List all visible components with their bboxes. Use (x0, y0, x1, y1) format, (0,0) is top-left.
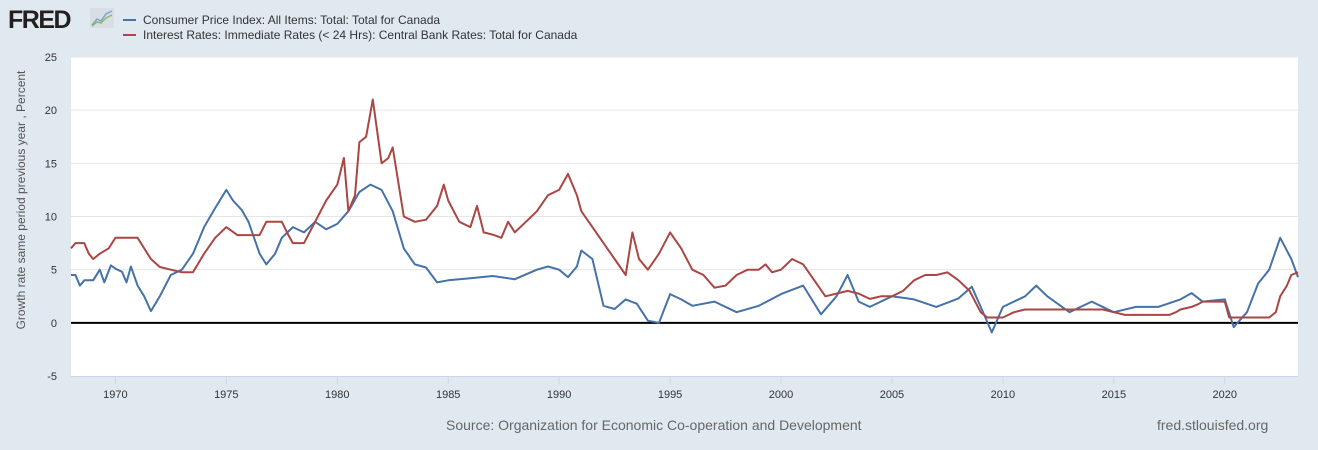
y-tick-label: 0 (51, 318, 57, 330)
legend-item-interest-rate[interactable]: Interest Rates: Immediate Rates (< 24 Hr… (123, 27, 577, 42)
fred-url-link[interactable]: fred.stlouisfed.org (1157, 417, 1269, 433)
x-tick-label: 2005 (880, 389, 904, 401)
chart-legend: Consumer Price Index: All Items: Total: … (123, 12, 577, 42)
legend-swatch-interest-rate (123, 33, 136, 36)
cpi-series-line (71, 183, 1299, 334)
y-tick-label: 25 (45, 52, 57, 64)
legend-item-cpi[interactable]: Consumer Price Index: All Items: Total: … (123, 12, 577, 27)
interest-rate-series-line (70, 98, 1299, 319)
x-tick-label: 1995 (658, 389, 682, 401)
legend-label-cpi: Consumer Price Index: All Items: Total: … (143, 12, 441, 27)
fred-logo-text: FRED (8, 6, 72, 34)
y-tick-label: -5 (47, 371, 57, 383)
x-tick-label: 2010 (991, 389, 1015, 401)
x-tick-label: 2020 (1213, 389, 1237, 401)
y-tick-label: 15 (45, 158, 57, 170)
x-tick-label: 1970 (103, 389, 127, 401)
fred-logo[interactable]: FRED (8, 6, 72, 35)
x-tick-label: 1975 (214, 389, 238, 401)
source-note: Source: Organization for Economic Co-ope… (446, 417, 862, 433)
line-chart-icon (90, 8, 114, 28)
x-tick-label: 1990 (547, 389, 571, 401)
legend-swatch-cpi (123, 18, 136, 21)
y-tick-label: 10 (45, 212, 57, 224)
x-tick-label: 1980 (325, 389, 349, 401)
y-tick-label: 5 (51, 265, 57, 277)
x-tick-label: 1985 (436, 389, 460, 401)
y-tick-label: 20 (45, 105, 57, 117)
x-tick-label: 2000 (769, 389, 793, 401)
x-tick-label: 2015 (1102, 389, 1126, 401)
legend-label-interest-rate: Interest Rates: Immediate Rates (< 24 Hr… (143, 27, 578, 42)
